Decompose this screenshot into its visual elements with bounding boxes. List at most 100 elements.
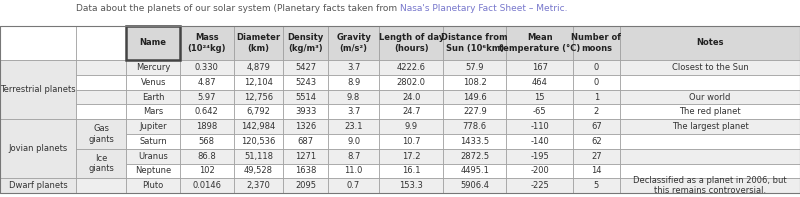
Bar xyxy=(620,164,800,178)
Text: 149.6: 149.6 xyxy=(463,93,486,101)
Text: 4.87: 4.87 xyxy=(198,78,216,87)
Bar xyxy=(443,26,506,60)
Text: 9.8: 9.8 xyxy=(347,93,360,101)
Text: -195: -195 xyxy=(530,152,549,161)
Text: 3.7: 3.7 xyxy=(347,63,360,72)
Bar xyxy=(379,178,443,193)
Text: 568: 568 xyxy=(199,137,214,146)
Text: 5.97: 5.97 xyxy=(198,93,216,101)
Text: Pluto: Pluto xyxy=(142,181,164,190)
Bar xyxy=(180,149,234,164)
Bar xyxy=(234,178,283,193)
Text: Nasa's Planetary Fact Sheet – Metric.: Nasa's Planetary Fact Sheet – Metric. xyxy=(400,4,567,13)
Bar xyxy=(283,60,328,75)
Bar xyxy=(620,119,800,134)
Bar xyxy=(620,60,800,75)
Text: Diameter
(km): Diameter (km) xyxy=(236,33,281,53)
Bar xyxy=(620,75,800,90)
Bar xyxy=(573,60,620,75)
Bar xyxy=(620,149,800,164)
Bar xyxy=(234,149,283,164)
Bar xyxy=(234,26,283,60)
Text: 86.8: 86.8 xyxy=(198,152,216,161)
Bar xyxy=(180,90,234,104)
Text: 3.7: 3.7 xyxy=(347,107,360,116)
Text: Length of day
(hours): Length of day (hours) xyxy=(378,33,444,53)
Text: 10.7: 10.7 xyxy=(402,137,421,146)
Bar xyxy=(0,119,76,178)
Bar xyxy=(76,75,126,90)
Text: Our world: Our world xyxy=(690,93,730,101)
Text: 9.0: 9.0 xyxy=(347,137,360,146)
Text: 3933: 3933 xyxy=(295,107,316,116)
Bar xyxy=(620,104,800,119)
Text: 5: 5 xyxy=(594,181,599,190)
Bar xyxy=(283,178,328,193)
Bar xyxy=(126,149,180,164)
Text: 6,792: 6,792 xyxy=(246,107,270,116)
Text: 1433.5: 1433.5 xyxy=(460,137,490,146)
Text: 51,118: 51,118 xyxy=(244,152,273,161)
Bar xyxy=(0,26,800,193)
Text: 9.9: 9.9 xyxy=(405,122,418,131)
Text: 0: 0 xyxy=(594,78,599,87)
Text: Closest to the Sun: Closest to the Sun xyxy=(672,63,748,72)
Text: 49,528: 49,528 xyxy=(244,166,273,175)
Text: -65: -65 xyxy=(533,107,546,116)
Bar xyxy=(0,60,76,119)
Bar xyxy=(328,134,379,149)
Bar xyxy=(126,119,180,134)
Bar xyxy=(126,26,180,60)
Text: Name: Name xyxy=(140,38,166,47)
Bar xyxy=(76,60,126,75)
Bar xyxy=(328,75,379,90)
Bar xyxy=(620,178,800,193)
Text: 0.7: 0.7 xyxy=(347,181,360,190)
Text: 2,370: 2,370 xyxy=(246,181,270,190)
Bar xyxy=(126,104,180,119)
Text: -140: -140 xyxy=(530,137,549,146)
Text: 120,536: 120,536 xyxy=(242,137,275,146)
Text: 57.9: 57.9 xyxy=(466,63,484,72)
Text: 102: 102 xyxy=(199,166,214,175)
Bar xyxy=(126,134,180,149)
Text: 27: 27 xyxy=(591,152,602,161)
Text: Earth: Earth xyxy=(142,93,165,101)
Text: 5514: 5514 xyxy=(295,93,316,101)
Text: Gravity
(m/s²): Gravity (m/s²) xyxy=(336,33,371,53)
Bar xyxy=(180,134,234,149)
Text: Uranus: Uranus xyxy=(138,152,168,161)
Bar xyxy=(506,134,573,149)
Bar xyxy=(283,149,328,164)
Text: Neptune: Neptune xyxy=(135,166,171,175)
Bar xyxy=(180,60,234,75)
Bar xyxy=(180,104,234,119)
Bar xyxy=(126,178,180,193)
Bar xyxy=(234,119,283,134)
Bar xyxy=(283,90,328,104)
Bar xyxy=(573,119,620,134)
Bar xyxy=(234,104,283,119)
Bar xyxy=(620,90,800,104)
Text: 153.3: 153.3 xyxy=(399,181,423,190)
Bar xyxy=(180,164,234,178)
Text: Venus: Venus xyxy=(141,78,166,87)
Bar xyxy=(506,164,573,178)
Text: The red planet: The red planet xyxy=(679,107,741,116)
Bar xyxy=(443,164,506,178)
Bar xyxy=(0,26,76,60)
Bar xyxy=(126,60,180,75)
Bar xyxy=(283,26,328,60)
Text: 1326: 1326 xyxy=(295,122,316,131)
Bar xyxy=(76,90,126,104)
Bar xyxy=(328,119,379,134)
Bar xyxy=(328,104,379,119)
Text: Mass
(10²⁴kg): Mass (10²⁴kg) xyxy=(187,33,226,53)
Bar xyxy=(620,134,800,149)
Text: 687: 687 xyxy=(298,137,314,146)
Text: 5243: 5243 xyxy=(295,78,316,87)
Text: 17.2: 17.2 xyxy=(402,152,421,161)
Bar xyxy=(379,149,443,164)
Text: Terrestrial planets: Terrestrial planets xyxy=(0,85,76,94)
Text: 12,756: 12,756 xyxy=(244,93,273,101)
